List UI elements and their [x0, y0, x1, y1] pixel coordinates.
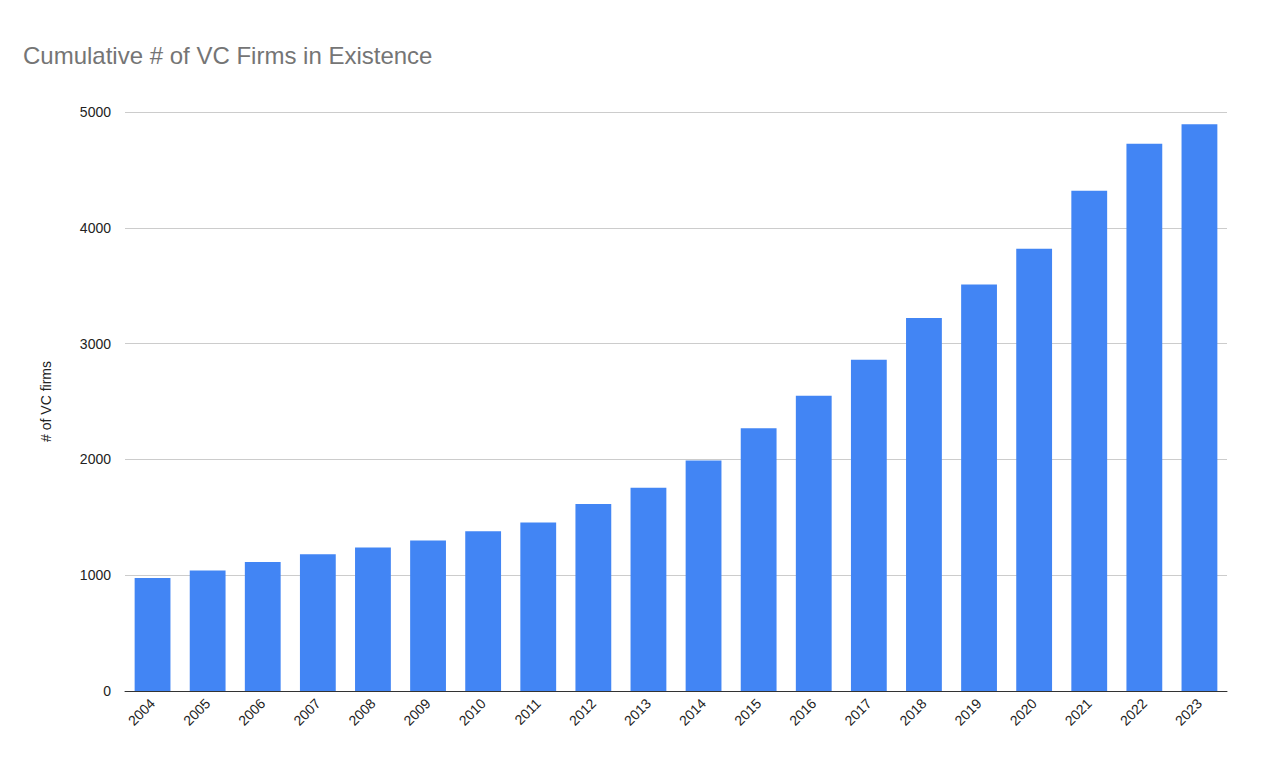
svg-text:2018: 2018	[896, 695, 929, 728]
svg-text:2019: 2019	[951, 695, 984, 728]
svg-text:2012: 2012	[566, 695, 599, 728]
svg-text:2020: 2020	[1006, 695, 1039, 728]
svg-text:2011: 2011	[511, 695, 544, 728]
svg-text:2010: 2010	[455, 695, 488, 728]
svg-text:4000: 4000	[80, 220, 111, 236]
svg-text:2021: 2021	[1062, 695, 1095, 728]
svg-text:2008: 2008	[345, 695, 378, 728]
svg-text:2004: 2004	[125, 695, 158, 728]
svg-text:# of VC firms: # of VC firms	[38, 361, 54, 442]
svg-text:2006: 2006	[235, 695, 268, 728]
svg-text:2015: 2015	[731, 695, 764, 728]
svg-text:2023: 2023	[1172, 695, 1205, 728]
svg-text:0: 0	[103, 683, 111, 699]
svg-text:2013: 2013	[621, 695, 654, 728]
svg-text:2022: 2022	[1117, 695, 1150, 728]
svg-text:2009: 2009	[400, 695, 433, 728]
svg-text:2007: 2007	[290, 695, 323, 728]
svg-text:5000: 5000	[80, 104, 111, 120]
svg-text:2016: 2016	[786, 695, 819, 728]
svg-text:Cumulative # of VC Firms in Ex: Cumulative # of VC Firms in Existence	[23, 42, 432, 69]
svg-text:2005: 2005	[180, 695, 213, 728]
svg-text:1000: 1000	[80, 567, 111, 583]
svg-text:2000: 2000	[80, 451, 111, 467]
svg-text:2014: 2014	[676, 695, 709, 728]
svg-text:3000: 3000	[80, 336, 111, 352]
svg-text:2017: 2017	[841, 695, 874, 728]
